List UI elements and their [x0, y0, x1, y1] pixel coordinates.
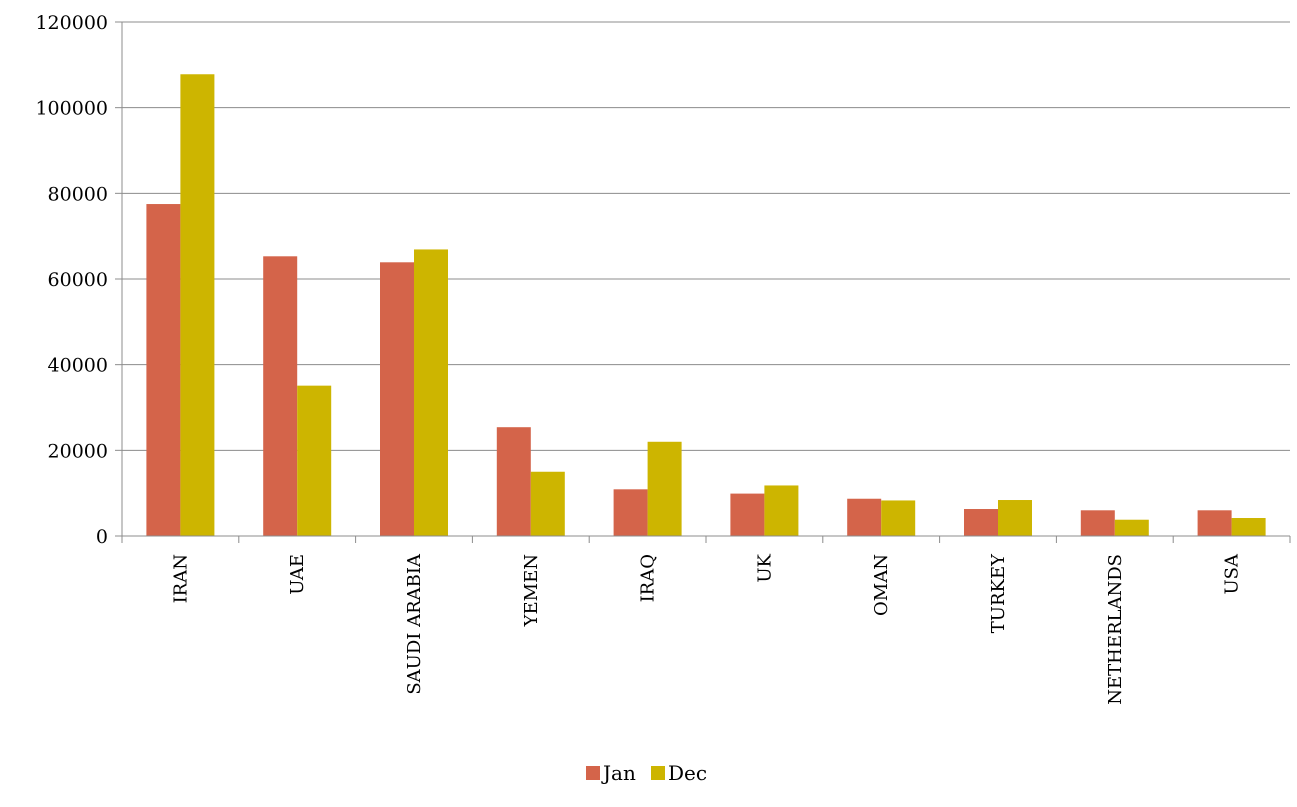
bar-jan-uk [730, 493, 765, 536]
y-tick-label: 120000 [35, 12, 108, 34]
bar-dec-turkey [998, 500, 1032, 536]
x-category-label: USA [1222, 553, 1243, 595]
x-category-label: UK [754, 553, 775, 582]
x-category-label: YEMEN [521, 554, 542, 627]
bar-dec-oman [881, 500, 916, 536]
y-tick-label: 40000 [48, 355, 108, 377]
bar-jan-saudi-arabia [380, 262, 414, 536]
x-category-label: IRAN [170, 554, 191, 603]
legend-swatch-jan [586, 766, 600, 780]
bar-jan-iran [146, 204, 181, 536]
bar-dec-iraq [647, 441, 682, 536]
bar-dec-uae [297, 385, 332, 536]
x-category-label: NETHERLANDS [1105, 554, 1126, 705]
bar-jan-netherlands [1080, 510, 1115, 536]
x-category-label: UAE [287, 554, 308, 595]
bar-dec-uk [764, 485, 799, 536]
x-category-label: TURKEY [988, 553, 1009, 633]
legend-swatch-dec [651, 766, 665, 780]
bar-dec-yemen [530, 471, 565, 536]
legend: Jan Dec [586, 761, 707, 785]
bar-jan-oman [847, 498, 882, 536]
bars-group [146, 74, 1266, 537]
x-axis-category-labels: IRAN UAE SAUDI ARABIA YEMEN IRAQ UK OMAN TURKEY… [170, 553, 1242, 705]
bar-dec-iran [180, 74, 215, 537]
legend-label-jan: Jan [601, 761, 636, 785]
y-tick-label: 80000 [48, 183, 108, 205]
bar-dec-saudi-arabia [414, 249, 448, 536]
bar-jan-turkey [964, 509, 998, 536]
y-tick-label: 0 [96, 526, 108, 548]
x-category-label: SAUDI ARABIA [404, 553, 425, 695]
bar-jan-uae [263, 256, 298, 536]
legend-label-dec: Dec [668, 761, 707, 785]
axes [121, 22, 1291, 543]
bar-jan-usa [1197, 510, 1232, 536]
y-axis-tick-labels: 0 20000 40000 60000 80000 100000 120000 [35, 12, 108, 548]
bar-dec-netherlands [1114, 519, 1149, 536]
bar-jan-iraq [613, 489, 648, 536]
y-tick-label: 20000 [48, 440, 108, 462]
y-tick-label: 100000 [35, 98, 108, 120]
bar-dec-usa [1231, 518, 1266, 536]
bar-jan-yemen [496, 427, 531, 536]
x-category-label: OMAN [871, 554, 892, 616]
y-tick-label: 60000 [48, 269, 108, 291]
x-category-label: IRAQ [638, 554, 659, 602]
